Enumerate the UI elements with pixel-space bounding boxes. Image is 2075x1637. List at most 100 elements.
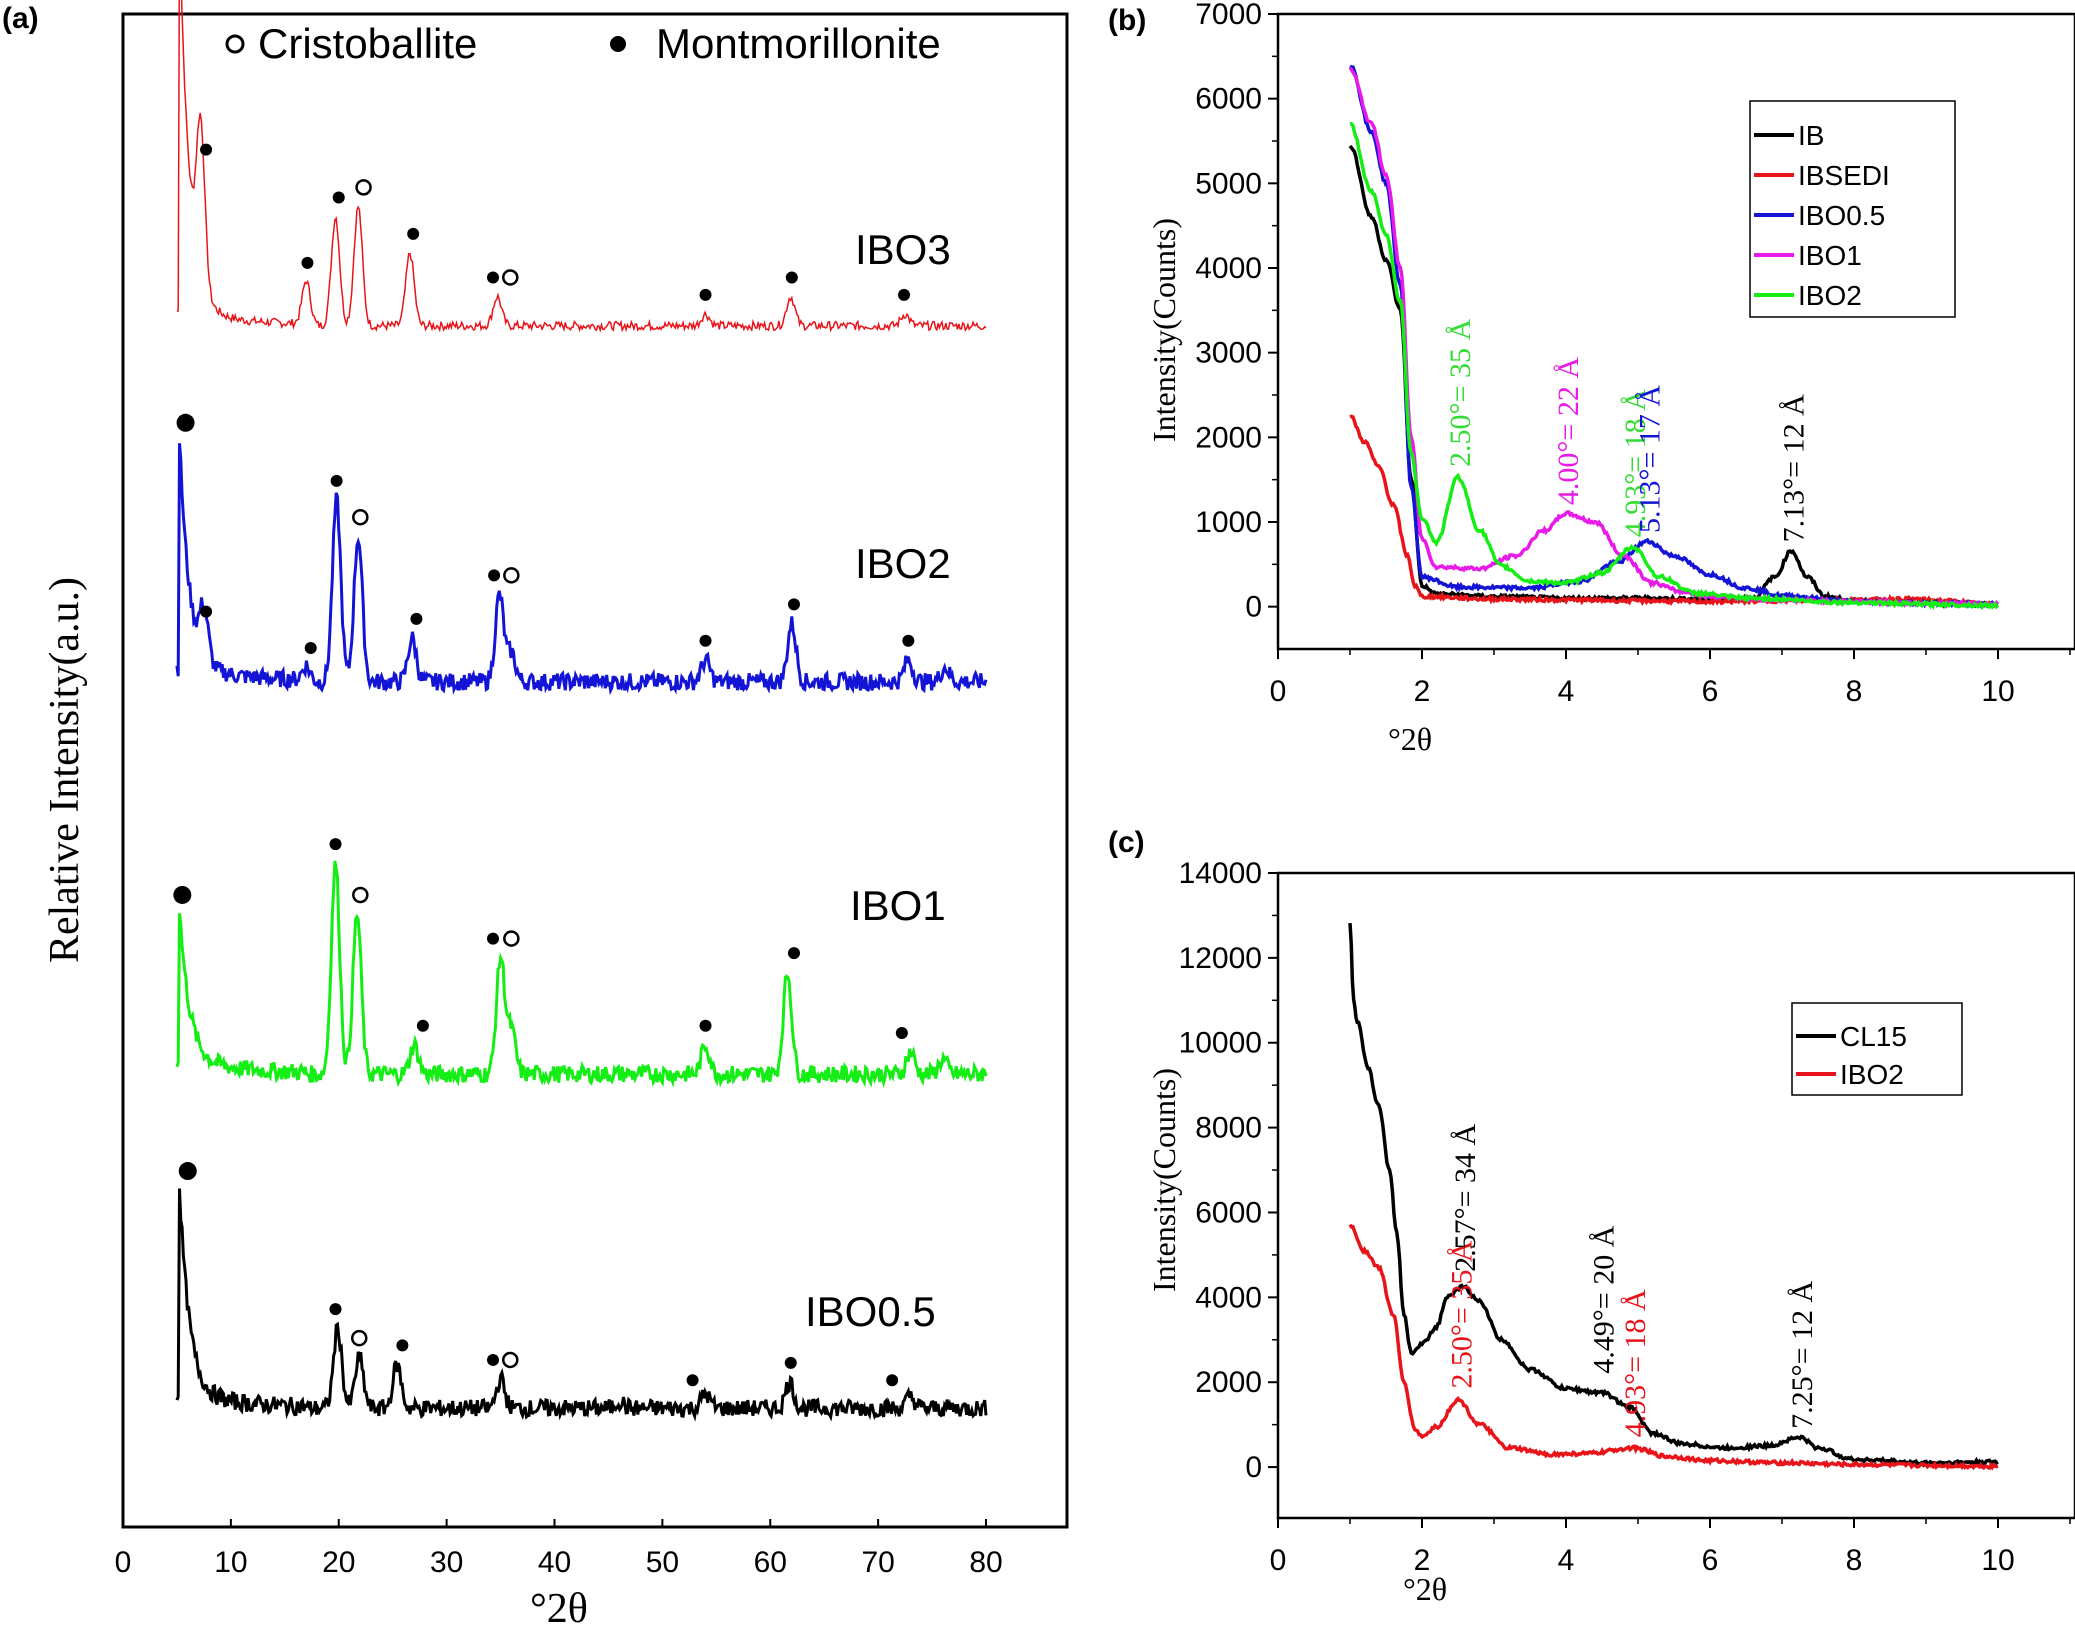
y-tick-label: 12000: [1179, 942, 1262, 975]
montmorillonite-marker-icon: [487, 271, 500, 284]
y-tick-label: 5000: [1195, 167, 1262, 200]
cristoballite-marker-icon: [350, 1329, 368, 1347]
sample-label-ibo3: IBO3: [855, 226, 951, 273]
x-tick-label: 10: [1981, 675, 2014, 708]
y-tick-label: 6000: [1195, 83, 1262, 116]
montmorillonite-marker-icon: [898, 288, 911, 301]
montmorillonite-marker-icon: [895, 1027, 908, 1040]
montmorillonite-marker-icon: [176, 413, 195, 432]
x-tick-label-a: 50: [646, 1546, 679, 1579]
sample-label-ibo1: IBO1: [850, 882, 946, 929]
legend-open-circle-icon: [225, 34, 245, 54]
legend-label: IBO0.5: [1798, 200, 1885, 231]
peak-annotation: 2.57°= 34 Å: [1449, 1123, 1482, 1271]
legend-c: CL15 IBO2: [1791, 1002, 1963, 1096]
montmorillonite-marker-icon: [332, 191, 345, 204]
y-tick-label: 6000: [1195, 1196, 1262, 1229]
legend-label: IBO1: [1798, 240, 1862, 271]
cristoballite-marker-icon: [502, 269, 519, 286]
peak-annotation: 4.93°= 18 Å: [1619, 1289, 1652, 1437]
legend-label: IB: [1798, 120, 1824, 151]
legend-label-cristoballite: Cristoballite: [258, 20, 477, 67]
x-tick-label: 6: [1702, 675, 1719, 708]
montmorillonite-marker-icon: [902, 634, 915, 647]
plot-frame-a: [121, 12, 1069, 1529]
montmorillonite-marker-icon: [410, 612, 423, 625]
x-axis-title-b: °2θ: [1388, 721, 1432, 757]
x-tick-label: 4: [1558, 1544, 1575, 1577]
panel-b: (b) 0 2 4 6 8 10 0 1000 2000 3000 4000 5000 6000 7000…: [1108, 0, 2075, 757]
montmorillonite-marker-icon: [304, 641, 317, 654]
x-tick-label-a: 60: [754, 1546, 787, 1579]
cristoballite-marker-icon: [352, 886, 369, 904]
peak-annotation: 7.25°= 12 Å: [1786, 1280, 1819, 1428]
y-tick-label: 0: [1245, 591, 1262, 624]
xrd-curve-ibsedi: [1349, 414, 2000, 609]
xrd-curve-ibo2: [1349, 121, 2000, 611]
panel-label-b: (b): [1108, 4, 1146, 37]
montmorillonite-marker-icon: [699, 288, 712, 301]
x-tick-label: 10: [1981, 1544, 2014, 1577]
cristoballite-marker-icon: [502, 1351, 519, 1369]
peak-annotation: 7.13°= 12 Å: [1777, 394, 1810, 542]
xrd-curve-cl15: [1348, 922, 1999, 1468]
x-tick-label-a: 20: [322, 1546, 355, 1579]
xrd-curve-ibo3: [176, 0, 987, 333]
montmorillonite-marker-icon: [686, 1374, 699, 1387]
montmorillonite-marker-icon: [784, 1356, 797, 1369]
x-tick-label-a: 30: [430, 1546, 463, 1579]
montmorillonite-marker-icon: [396, 1339, 409, 1352]
sample-label-ibo0-5: IBO0.5: [805, 1288, 936, 1335]
y-axis-title-c: Intensity(Counts): [1146, 1068, 1182, 1292]
legend-b: IB IBSEDI IBO0.5 IBO1 IBO2: [1749, 100, 1956, 318]
montmorillonite-marker-icon: [787, 598, 800, 611]
x-tick-label: 2: [1414, 675, 1431, 708]
cristoballite-marker-icon: [503, 567, 520, 584]
panel-a: (a) Cristoballite Montmorillonite IBO3 I…: [2, 0, 1069, 1632]
y-tick-label: 10000: [1179, 1027, 1262, 1060]
panel-label-c: (c): [1108, 826, 1145, 859]
montmorillonite-marker-icon: [487, 1353, 500, 1366]
cristoballite-marker-icon: [352, 508, 369, 526]
montmorillonite-marker-icon: [785, 271, 798, 284]
plot-frame-b: [1276, 12, 2075, 651]
x-tick-label: 2: [1414, 1544, 1431, 1577]
y-tick-label: 4000: [1195, 252, 1262, 285]
montmorillonite-marker-icon: [416, 1019, 429, 1032]
montmorillonite-marker-icon: [178, 1162, 197, 1181]
cristoballite-marker-icon: [355, 179, 372, 196]
plot-frame-c: [1276, 871, 2075, 1520]
peak-annotation: 4.49°= 20 Å: [1587, 1225, 1620, 1373]
peak-annotation: 2.50°= 35 Å: [1445, 1240, 1478, 1388]
x-tick-label-a: 80: [969, 1546, 1002, 1579]
sample-label-ibo2: IBO2: [855, 540, 951, 587]
xrd-curve-ibo1: [175, 860, 988, 1089]
xrd-curve-ibo2: [175, 443, 988, 696]
montmorillonite-marker-icon: [407, 227, 420, 240]
legend-label: CL15: [1840, 1021, 1907, 1052]
x-tick-label: 0: [1270, 1544, 1287, 1577]
y-tick-label: 1000: [1195, 506, 1262, 539]
y-axis-title-a: Relative Intensity(a.u.): [42, 577, 88, 963]
x-axis-title-a: °2θ: [530, 1586, 588, 1632]
montmorillonite-marker-icon: [787, 947, 800, 960]
peak-annotation: 4.93°= 18 Å: [1619, 389, 1652, 537]
legend-a: Cristoballite Montmorillonite: [225, 20, 941, 67]
montmorillonite-marker-icon: [330, 474, 343, 487]
panel-label-a: (a): [2, 2, 39, 35]
xrd-curve-ibo2: [1348, 1223, 1999, 1471]
montmorillonite-marker-icon: [699, 634, 712, 647]
x-tick-label: 0: [1270, 675, 1287, 708]
peak-annotation: 5.13°= 17 Å: [1633, 385, 1666, 533]
x-tick-label: 8: [1846, 675, 1863, 708]
y-tick-label: 3000: [1195, 337, 1262, 370]
montmorillonite-marker-icon: [488, 569, 501, 582]
montmorillonite-marker-icon: [173, 885, 192, 904]
panel-c: (c) 0 2 4 6 8 10 0 2000 4000 6000 8000 10000 12000 14…: [1108, 826, 2075, 1607]
x-tick-label: 8: [1846, 1544, 1863, 1577]
montmorillonite-marker-icon: [886, 1374, 899, 1387]
peak-annotation: 4.00°= 22 Å: [1552, 357, 1585, 505]
montmorillonite-marker-icon: [329, 838, 342, 851]
y-tick-label: 2000: [1195, 421, 1262, 454]
legend-label: IBO2: [1798, 280, 1862, 311]
